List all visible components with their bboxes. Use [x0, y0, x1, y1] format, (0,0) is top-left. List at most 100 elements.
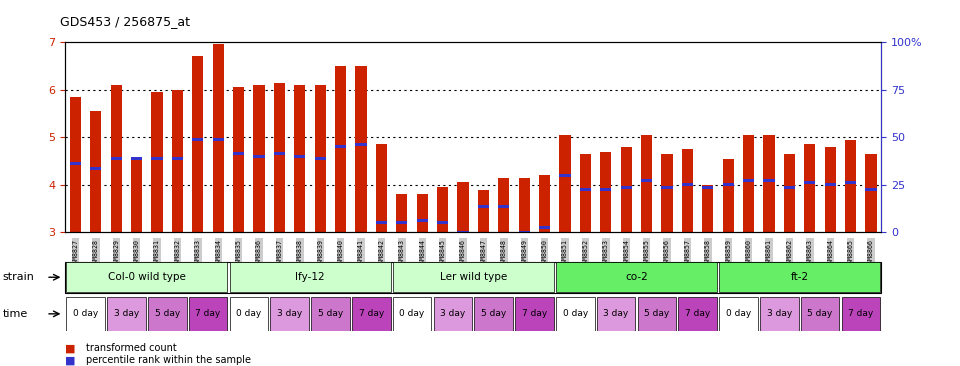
Bar [560, 174, 570, 177]
Bar [498, 205, 510, 208]
Bar [661, 154, 673, 232]
Bar [784, 154, 795, 232]
Text: 7 day: 7 day [359, 309, 384, 318]
Text: co-2: co-2 [625, 272, 648, 282]
Bar [396, 221, 407, 224]
Bar [703, 186, 713, 189]
Bar [719, 262, 880, 292]
Text: ■: ■ [65, 343, 76, 354]
Bar [478, 190, 489, 232]
Bar [621, 186, 632, 189]
Text: 7 day: 7 day [685, 309, 710, 318]
Bar [233, 152, 244, 156]
Bar [253, 155, 265, 158]
Bar [335, 145, 347, 148]
Text: 0 day: 0 day [399, 309, 424, 318]
Bar [253, 85, 265, 232]
Bar [90, 111, 102, 232]
Bar [580, 188, 591, 191]
Bar [478, 205, 489, 208]
Bar [393, 297, 431, 330]
Text: Col-0 wild type: Col-0 wild type [108, 272, 186, 282]
Bar [597, 297, 636, 330]
Bar [845, 139, 856, 232]
Text: 3 day: 3 day [604, 309, 629, 318]
Text: 5 day: 5 day [807, 309, 832, 318]
Bar [621, 147, 632, 232]
Bar [804, 144, 815, 232]
Bar [743, 135, 755, 232]
Text: 0 day: 0 day [73, 309, 98, 318]
Bar [172, 157, 183, 160]
Bar [723, 159, 733, 232]
Text: 5 day: 5 day [644, 309, 669, 318]
Bar [192, 56, 204, 232]
Text: percentile rank within the sample: percentile rank within the sample [86, 355, 252, 365]
Bar [637, 297, 676, 330]
Bar [274, 152, 285, 156]
Text: 7 day: 7 day [196, 309, 221, 318]
Text: 7 day: 7 day [849, 309, 874, 318]
Bar [315, 157, 325, 160]
Bar [233, 87, 244, 232]
Text: 5 day: 5 day [318, 309, 343, 318]
Bar [70, 97, 81, 232]
Bar [763, 179, 775, 182]
Bar [213, 138, 224, 141]
Text: ft-2: ft-2 [791, 272, 808, 282]
Bar [90, 167, 102, 170]
Bar [458, 231, 468, 234]
Bar [866, 154, 876, 232]
Bar [70, 162, 81, 165]
Bar [311, 297, 349, 330]
Bar [641, 179, 652, 182]
Bar [271, 297, 309, 330]
Text: 3 day: 3 day [114, 309, 139, 318]
Bar [295, 85, 305, 232]
Bar [679, 297, 717, 330]
Bar [437, 187, 448, 232]
Bar [474, 297, 513, 330]
Bar [516, 297, 554, 330]
Bar [682, 149, 693, 232]
Bar [825, 183, 836, 186]
Bar [518, 178, 530, 232]
Bar [540, 175, 550, 232]
Bar [355, 66, 367, 232]
Bar [229, 262, 391, 292]
Bar [352, 297, 391, 330]
Text: Ler wild type: Ler wild type [440, 272, 507, 282]
Bar [703, 185, 713, 232]
Bar [152, 157, 162, 160]
Bar [801, 297, 839, 330]
Bar [437, 221, 448, 224]
Bar [355, 143, 367, 146]
Bar [66, 262, 228, 292]
Bar [600, 188, 612, 191]
Text: 0 day: 0 day [726, 309, 751, 318]
Bar [580, 154, 591, 232]
Bar [192, 138, 204, 141]
Bar [743, 179, 755, 182]
Bar [760, 297, 799, 330]
Text: 7 day: 7 day [522, 309, 547, 318]
Text: time: time [3, 309, 28, 319]
Bar [315, 85, 325, 232]
Bar [518, 231, 530, 234]
Bar [498, 178, 510, 232]
Bar [661, 186, 673, 189]
Text: strain: strain [3, 272, 35, 282]
Text: transformed count: transformed count [86, 343, 178, 354]
Text: 5 day: 5 day [481, 309, 506, 318]
Bar [110, 157, 122, 160]
Bar [213, 44, 224, 232]
Bar [335, 66, 347, 232]
Bar [560, 135, 570, 232]
Bar [641, 135, 652, 232]
Text: 3 day: 3 day [277, 309, 302, 318]
Bar [152, 92, 162, 232]
Bar [189, 297, 228, 330]
Bar [600, 152, 612, 232]
Bar [825, 147, 836, 232]
Bar [434, 297, 472, 330]
